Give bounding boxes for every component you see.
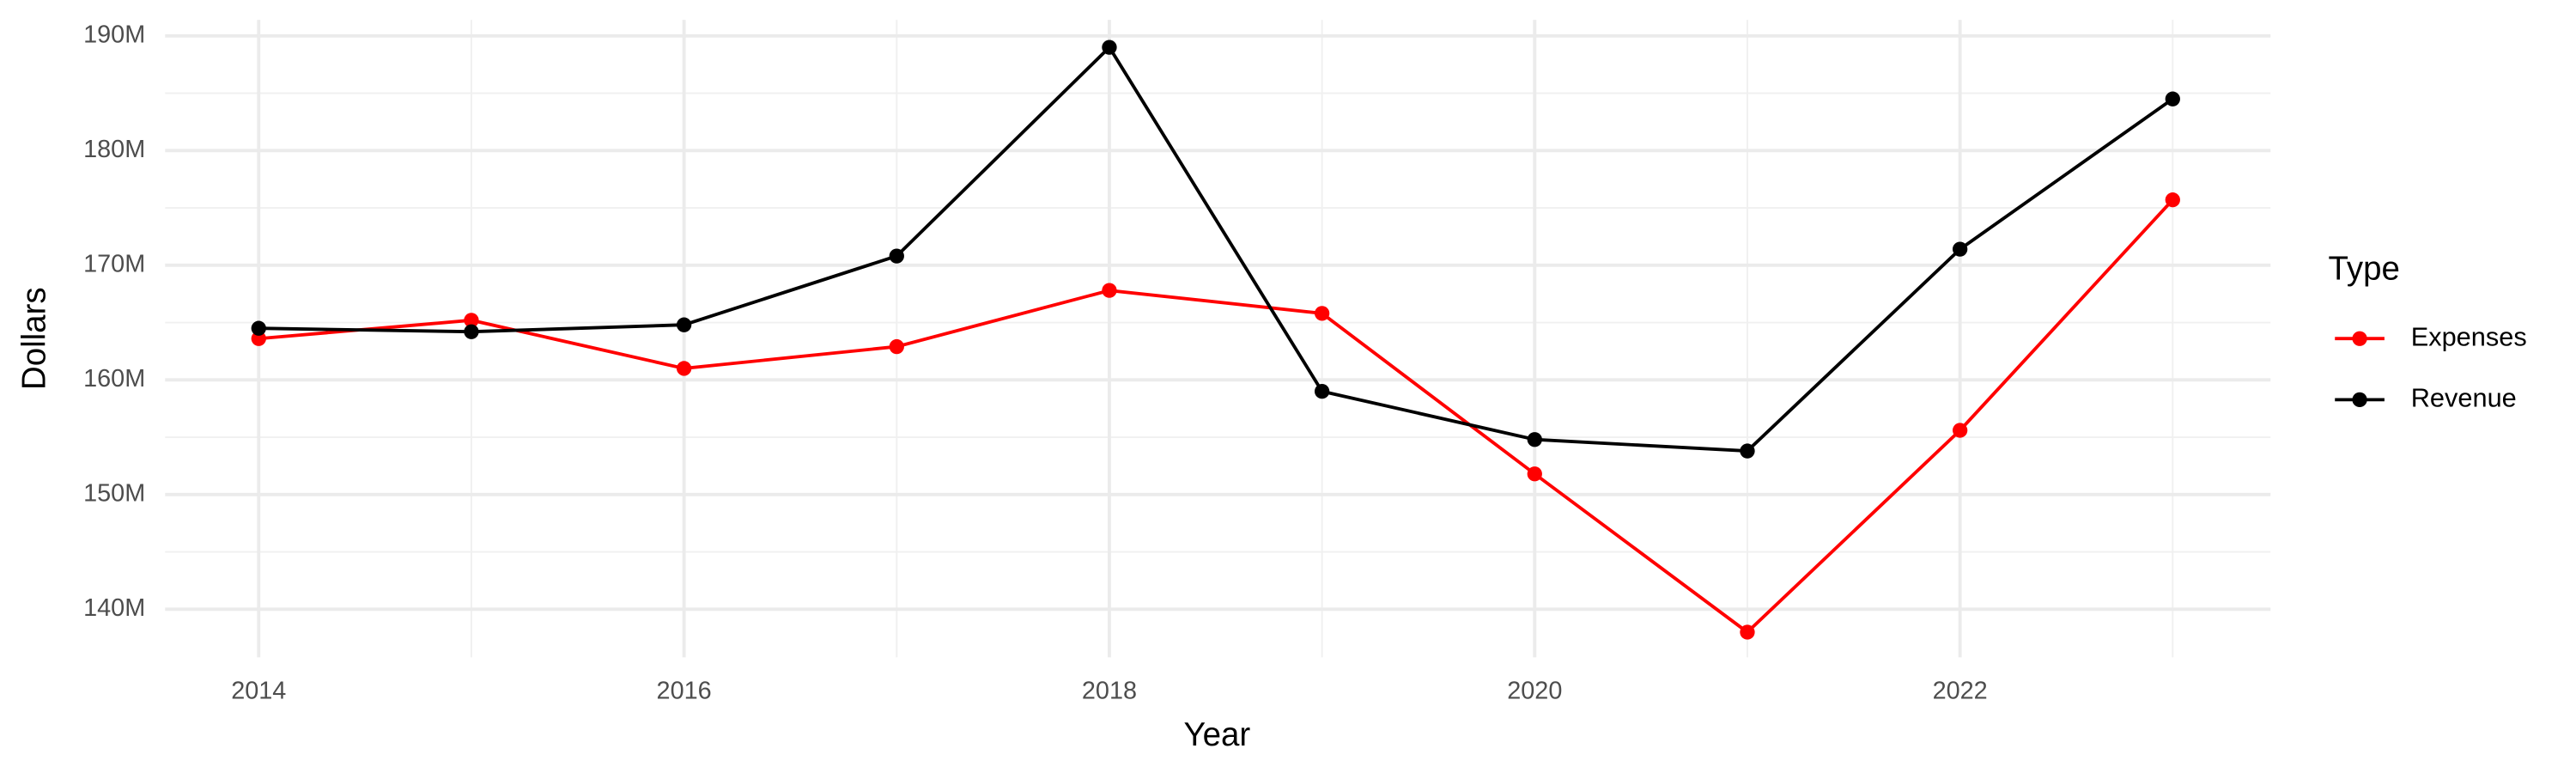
data-point — [1952, 423, 1968, 438]
y-tick-label: 170M — [83, 250, 145, 277]
x-tick-label: 2016 — [657, 677, 712, 704]
series-line — [258, 198, 2174, 635]
data-point — [1527, 466, 1542, 482]
data-point — [1314, 383, 1330, 399]
x-tick-label: 2018 — [1082, 677, 1137, 704]
legend-label: Revenue — [2411, 383, 2517, 413]
data-point — [251, 331, 266, 346]
data-point — [2165, 192, 2180, 208]
legend-title: Type — [2329, 251, 2400, 288]
y-tick-label: 180M — [83, 136, 145, 163]
y-axis-title: Dollars — [15, 287, 52, 390]
data-point — [251, 320, 266, 336]
x-tick-label: 2014 — [231, 677, 286, 704]
data-point — [1314, 306, 1330, 321]
y-tick-label: 140M — [83, 594, 145, 622]
data-point — [1740, 624, 1755, 640]
y-tick-label: 160M — [83, 365, 145, 393]
data-point — [1102, 40, 1117, 55]
data-point — [676, 361, 692, 376]
data-point — [1102, 283, 1117, 298]
data-point — [1740, 443, 1755, 459]
data-point — [464, 313, 479, 328]
data-point — [2165, 91, 2180, 107]
x-tick-label: 2020 — [1507, 677, 1562, 704]
data-point — [889, 338, 904, 355]
data-point — [889, 248, 904, 264]
y-tick-label: 190M — [83, 21, 145, 48]
legend-key-point — [2352, 392, 2367, 408]
data-point — [676, 317, 692, 332]
y-tick-label: 150M — [83, 479, 145, 507]
data-point — [464, 324, 479, 339]
grid — [165, 20, 2271, 658]
series-line — [258, 45, 2174, 453]
data-point — [1527, 432, 1542, 447]
data-point — [1952, 241, 1968, 257]
legend-label: Expenses — [2411, 321, 2527, 351]
x-tick-label: 2022 — [1933, 677, 1988, 704]
legend-key-point — [2352, 331, 2367, 346]
x-axis-title: Year — [1183, 716, 1250, 753]
